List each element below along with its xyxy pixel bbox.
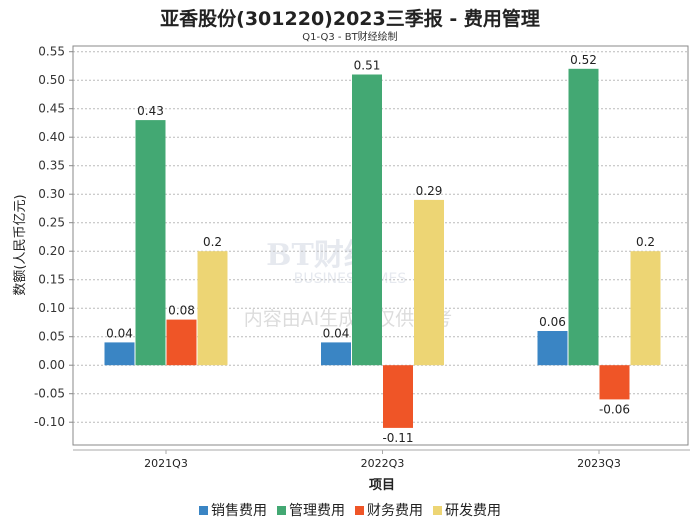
- y-tick-label: 0.25: [38, 216, 65, 230]
- bar: [166, 319, 197, 366]
- legend-label: 财务费用: [367, 503, 423, 519]
- legend-swatch: [355, 505, 364, 515]
- legend-swatch: [199, 505, 208, 515]
- x-tick-label: 2021Q3: [144, 457, 188, 470]
- bar: [321, 342, 351, 366]
- data-label: 0.08: [168, 304, 195, 318]
- y-tick-label: 0.10: [38, 301, 65, 315]
- y-axis-label: 数额(人民币亿元): [13, 194, 28, 295]
- data-label: -0.06: [599, 402, 630, 416]
- bar: [630, 251, 661, 366]
- y-tick-label: 0.05: [38, 330, 65, 344]
- x-tick-label: 2023Q3: [577, 457, 621, 470]
- legend-item[interactable]: 销售费用: [199, 500, 267, 520]
- y-tick-label: 0.45: [38, 102, 65, 116]
- y-tick-label: 0.00: [38, 358, 65, 372]
- legend-swatch: [433, 505, 442, 515]
- bar: [197, 251, 228, 366]
- bar: [414, 199, 444, 366]
- y-tick-label: 0.35: [38, 159, 65, 173]
- y-tick-label: 0.30: [38, 187, 65, 201]
- plot-frame: [72, 45, 689, 446]
- data-label: 0.06: [539, 315, 566, 329]
- data-label: 0.2: [636, 235, 655, 249]
- data-label: 0.29: [416, 184, 443, 198]
- data-label: 0.43: [137, 104, 164, 118]
- bar: [568, 68, 599, 366]
- data-label: 0.51: [354, 59, 381, 73]
- x-tick-label: 2022Q3: [361, 457, 405, 470]
- chart-title: 亚香股份(301220)2023三季报 - 费用管理: [160, 8, 540, 30]
- bar: [352, 74, 382, 366]
- y-tick-label: 0.20: [38, 244, 65, 258]
- y-tick-label: 0.55: [38, 45, 65, 59]
- watermark-notice: 内容由AI生成，仅供参考: [244, 308, 453, 330]
- watermark-brand-en: BUSINESSTIMES: [294, 271, 407, 287]
- legend-label: 研发费用: [445, 503, 501, 519]
- legend-item[interactable]: 研发费用: [433, 500, 501, 520]
- bar: [599, 365, 630, 400]
- bar: [135, 120, 166, 366]
- chart-subtitle: Q1-Q3 - BT财经绘制: [302, 32, 398, 43]
- y-tick-label: -0.05: [34, 387, 65, 401]
- bar: [104, 342, 135, 366]
- bar: [383, 365, 413, 428]
- y-tick-label: 0.15: [38, 273, 65, 287]
- y-tick-label: -0.10: [34, 415, 65, 429]
- x-axis-label: 项目: [369, 478, 395, 493]
- legend-label: 销售费用: [211, 503, 267, 519]
- data-label: 0.52: [570, 53, 597, 67]
- bar: [537, 331, 568, 366]
- data-label: 0.04: [106, 326, 133, 340]
- legend: 销售费用 管理费用 财务费用 研发费用: [0, 500, 700, 520]
- y-tick-label: 0.50: [38, 73, 65, 87]
- data-label: 0.04: [323, 326, 350, 340]
- legend-label: 管理费用: [289, 503, 345, 519]
- legend-swatch: [277, 505, 286, 515]
- y-tick-label: 0.40: [38, 130, 65, 144]
- data-label: -0.11: [382, 431, 413, 445]
- data-label: 0.2: [203, 235, 222, 249]
- legend-item[interactable]: 管理费用: [277, 500, 345, 520]
- legend-item[interactable]: 财务费用: [355, 500, 423, 520]
